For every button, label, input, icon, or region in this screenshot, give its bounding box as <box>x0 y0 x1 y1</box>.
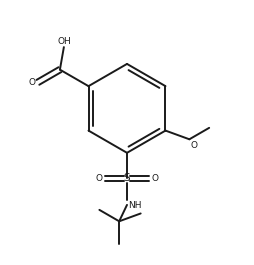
Text: O: O <box>95 174 102 183</box>
Text: S: S <box>124 173 130 183</box>
Text: O: O <box>29 78 36 87</box>
Text: O: O <box>152 174 159 183</box>
Text: OH: OH <box>57 37 71 46</box>
Text: NH: NH <box>128 201 142 210</box>
Text: O: O <box>191 141 198 150</box>
